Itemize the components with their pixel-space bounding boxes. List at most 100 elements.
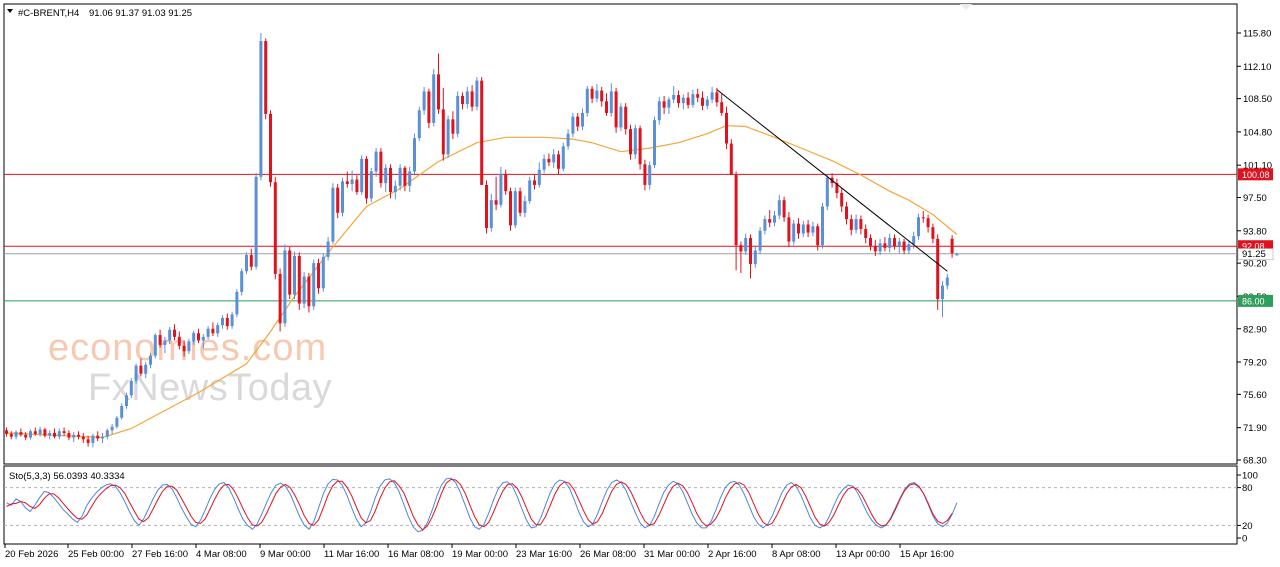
candle[interactable] — [912, 231, 916, 249]
candle[interactable] — [201, 334, 205, 349]
candle[interactable] — [446, 115, 450, 158]
candle[interactable] — [489, 193, 493, 232]
candle[interactable] — [734, 171, 738, 271]
candle[interactable] — [926, 214, 930, 233]
candle[interactable] — [845, 202, 848, 225]
candle[interactable] — [600, 86, 604, 107]
candle[interactable] — [465, 86, 469, 109]
candle[interactable] — [504, 169, 508, 195]
candle[interactable] — [283, 244, 287, 327]
candle[interactable] — [307, 273, 311, 313]
candle[interactable] — [331, 183, 335, 245]
candle[interactable] — [19, 428, 23, 437]
candle[interactable] — [605, 93, 608, 116]
candle[interactable] — [590, 86, 594, 104]
candle[interactable] — [739, 241, 743, 274]
candle[interactable] — [158, 329, 162, 348]
candle[interactable] — [365, 156, 368, 204]
candle[interactable] — [585, 86, 589, 117]
candle[interactable] — [14, 430, 18, 440]
candle[interactable] — [355, 175, 359, 195]
candle[interactable] — [561, 142, 565, 172]
candle[interactable] — [672, 86, 676, 104]
candle[interactable] — [797, 218, 800, 239]
candle[interactable] — [57, 428, 61, 440]
candle[interactable] — [485, 180, 488, 234]
candle[interactable] — [662, 95, 666, 114]
trend-line[interactable] — [716, 89, 948, 272]
candle[interactable] — [792, 219, 796, 246]
candle[interactable] — [643, 159, 647, 191]
candle[interactable] — [806, 219, 810, 238]
candle[interactable] — [811, 221, 815, 237]
candle[interactable] — [38, 426, 42, 437]
scroll-marker-icon[interactable] — [960, 4, 972, 10]
candle[interactable] — [902, 238, 906, 255]
candle[interactable] — [480, 77, 484, 185]
candle[interactable] — [648, 161, 652, 190]
candle[interactable] — [873, 239, 877, 256]
candle[interactable] — [101, 433, 104, 443]
candle[interactable] — [297, 252, 301, 310]
candle[interactable] — [849, 214, 853, 236]
candle[interactable] — [763, 215, 767, 235]
candle[interactable] — [854, 214, 858, 234]
candle[interactable] — [686, 92, 690, 109]
candle[interactable] — [729, 139, 733, 176]
candle[interactable] — [552, 148, 556, 168]
candle[interactable] — [182, 340, 186, 357]
candle[interactable] — [149, 353, 152, 369]
candle[interactable] — [950, 235, 954, 258]
candle[interactable] — [163, 336, 167, 354]
candle[interactable] — [619, 103, 623, 131]
candle[interactable] — [638, 125, 642, 170]
candle[interactable] — [581, 108, 584, 131]
candle[interactable] — [393, 180, 397, 200]
candle[interactable] — [422, 86, 426, 115]
candle[interactable] — [533, 175, 536, 190]
candle[interactable] — [81, 433, 85, 443]
candle[interactable] — [725, 106, 728, 149]
candle[interactable] — [29, 429, 32, 440]
candle[interactable] — [86, 435, 90, 447]
candle[interactable] — [245, 252, 248, 274]
candle[interactable] — [259, 33, 263, 181]
candle[interactable] — [470, 85, 474, 112]
candle[interactable] — [864, 224, 868, 244]
candle[interactable] — [120, 403, 124, 420]
candle[interactable] — [720, 94, 724, 116]
candle[interactable] — [758, 227, 762, 255]
candle[interactable] — [153, 333, 157, 359]
candle[interactable] — [53, 428, 56, 439]
candle[interactable] — [921, 210, 925, 223]
candle[interactable] — [317, 258, 320, 294]
candle[interactable] — [475, 77, 479, 111]
candle[interactable] — [427, 88, 431, 129]
candle[interactable] — [518, 187, 522, 217]
candle[interactable] — [206, 326, 210, 340]
candle[interactable] — [494, 176, 498, 211]
candle[interactable] — [144, 362, 148, 379]
candle[interactable] — [417, 106, 421, 141]
candle[interactable] — [264, 38, 268, 120]
candle[interactable] — [187, 338, 191, 354]
menu-triangle-icon[interactable] — [7, 9, 13, 13]
candle[interactable] — [816, 223, 820, 251]
candle[interactable] — [24, 432, 28, 441]
candle[interactable] — [681, 94, 685, 110]
candle[interactable] — [691, 89, 695, 108]
candle[interactable] — [9, 431, 13, 440]
candle[interactable] — [43, 427, 47, 438]
candle[interactable] — [936, 234, 940, 310]
candle[interactable] — [369, 167, 373, 203]
candle[interactable] — [825, 174, 829, 211]
candle[interactable] — [571, 113, 575, 138]
candle[interactable] — [110, 424, 114, 434]
candle[interactable] — [749, 234, 752, 279]
candle[interactable] — [326, 237, 330, 261]
candle[interactable] — [139, 358, 143, 377]
trend-lines[interactable] — [716, 89, 948, 272]
candle[interactable] — [48, 430, 52, 440]
candle[interactable] — [537, 162, 541, 188]
